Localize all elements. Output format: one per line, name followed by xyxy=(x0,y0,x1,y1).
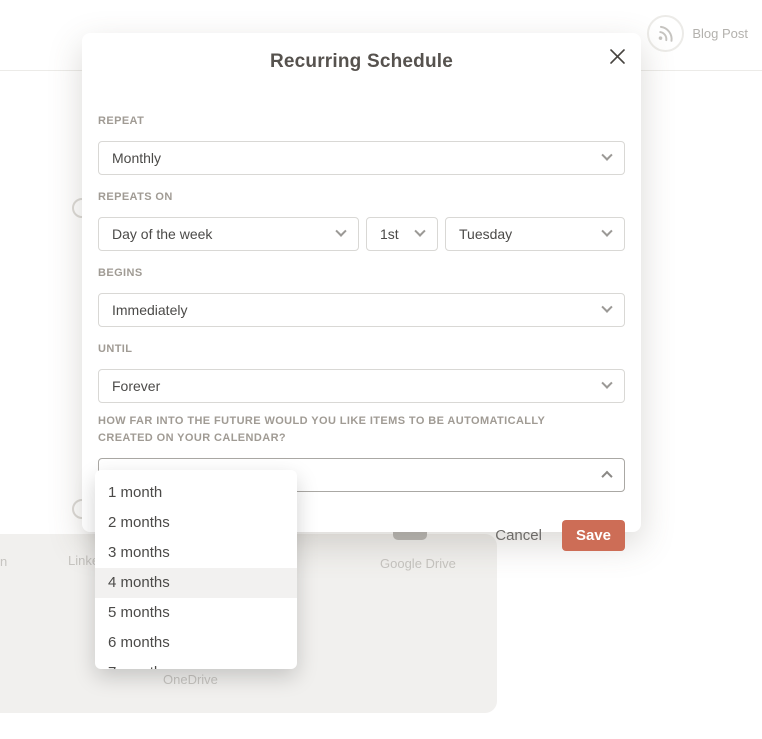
chevron-down-icon xyxy=(601,377,613,389)
until-select-value: Forever xyxy=(112,378,161,394)
close-icon[interactable] xyxy=(606,45,628,67)
repeat-select-value: Monthly xyxy=(112,150,162,166)
repeat-group: REPEAT Monthly xyxy=(98,113,625,175)
horizon-label: HOW FAR INTO THE FUTURE WOULD YOU LIKE I… xyxy=(98,415,546,444)
integration-label-onedrive: OneDrive xyxy=(163,672,218,687)
save-button[interactable]: Save xyxy=(561,520,625,551)
horizon-dropdown-list: 1 month 2 months 3 months 4 months 5 mon… xyxy=(95,470,297,669)
recurring-schedule-modal: Recurring Schedule REPEAT Monthly REPEAT… xyxy=(82,33,641,551)
dropdown-option[interactable]: 3 months xyxy=(108,544,170,561)
chevron-up-icon xyxy=(601,470,613,483)
begins-group: BEGINS Immediately xyxy=(98,265,625,327)
until-label: UNTIL xyxy=(98,343,133,355)
repeats-on-ordinal-select[interactable]: 1st xyxy=(366,217,438,251)
integration-label-cut: n xyxy=(0,554,8,569)
repeats-on-group: REPEATS ON Day of the week 1st Tuesday xyxy=(98,189,625,251)
chevron-down-icon xyxy=(601,301,613,313)
begins-select[interactable]: Immediately xyxy=(98,293,625,327)
chevron-down-icon xyxy=(335,225,347,237)
repeat-label: REPEAT xyxy=(98,115,145,127)
repeats-on-weekday-select[interactable]: Tuesday xyxy=(445,217,625,251)
dropdown-option[interactable]: 2 months xyxy=(108,514,170,531)
repeats-on-ordinal-value: 1st xyxy=(380,226,399,242)
dropdown-option-highlighted[interactable]: 4 months xyxy=(95,568,297,598)
begins-select-value: Immediately xyxy=(112,302,188,318)
repeats-on-type-select[interactable]: Day of the week xyxy=(98,217,359,251)
begins-label: BEGINS xyxy=(98,267,143,279)
dropdown-option[interactable]: 7 months xyxy=(95,658,297,669)
chevron-down-icon xyxy=(414,225,426,237)
cancel-button[interactable]: Cancel xyxy=(495,527,542,544)
until-select[interactable]: Forever xyxy=(98,369,625,403)
modal-footer: Cancel Save xyxy=(98,520,625,551)
dropdown-option[interactable]: 5 months xyxy=(108,604,170,621)
until-group: UNTIL Forever xyxy=(98,341,625,403)
rss-icon xyxy=(647,15,685,52)
repeats-on-type-value: Day of the week xyxy=(112,226,213,242)
modal-title: Recurring Schedule xyxy=(269,51,454,72)
dropdown-option[interactable]: 6 months xyxy=(108,634,170,651)
repeats-on-label: REPEATS ON xyxy=(98,191,173,203)
blog-post-button[interactable]: Blog Post xyxy=(647,15,748,52)
dropdown-option[interactable]: 1 month xyxy=(108,484,163,501)
integration-label-google-drive: Google Drive xyxy=(380,556,456,571)
repeat-select[interactable]: Monthly xyxy=(98,141,625,175)
blog-post-label: Blog Post xyxy=(692,26,748,41)
repeats-on-weekday-value: Tuesday xyxy=(459,226,513,242)
chevron-down-icon xyxy=(601,149,613,161)
chevron-down-icon xyxy=(601,225,613,237)
